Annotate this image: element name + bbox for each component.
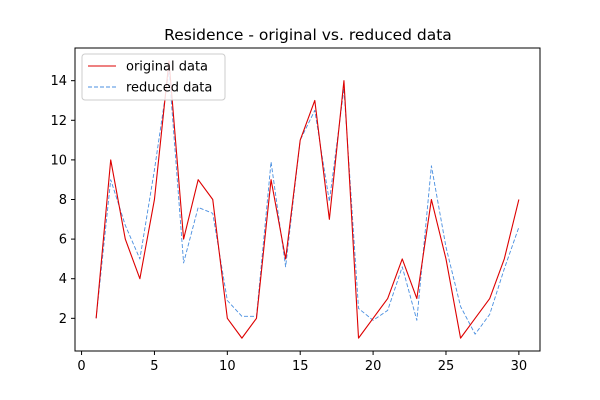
x-tick-label: 5 [150, 359, 158, 374]
x-tick-label: 10 [219, 359, 236, 374]
y-tick-label: 10 [50, 153, 67, 168]
y-tick-label: 8 [59, 193, 67, 208]
y-tick-label: 14 [50, 74, 67, 89]
y-tick-label: 2 [59, 312, 67, 327]
y-tick-label: 6 [59, 233, 67, 248]
chart-title: Residence - original vs. reduced data [164, 26, 452, 44]
plot-frame [74, 47, 541, 352]
x-tick-label: 25 [438, 359, 455, 374]
series-layer [95, 60, 520, 339]
x-tick-label: 20 [365, 359, 382, 374]
x-tick-label: 15 [292, 359, 309, 374]
series-line-reduced-data [95, 70, 520, 335]
series-line-original-data [95, 60, 520, 339]
x-tick-label: 0 [77, 359, 85, 374]
legend-label: reduced data [126, 81, 212, 96]
y-tick-label: 4 [59, 272, 67, 287]
y-tick-label: 12 [50, 114, 67, 129]
legend: original data reduced data [81, 53, 226, 101]
x-tick-label: 30 [511, 359, 528, 374]
legend-box [81, 53, 226, 101]
legend-label: original data [126, 60, 208, 75]
ticks-layer: 0 5 10 15 20 25 30 2 4 6 8 10 12 14 [50, 74, 527, 374]
